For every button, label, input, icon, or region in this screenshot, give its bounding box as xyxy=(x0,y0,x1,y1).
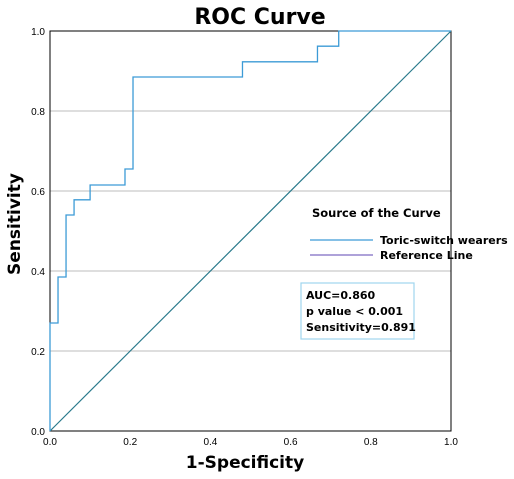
auc-text: AUC=0.860 xyxy=(306,289,376,302)
roc-curve-line xyxy=(49,30,451,431)
chart-title: ROC Curve xyxy=(194,5,325,30)
y-tick-labels: 0.0 0.2 0.4 0.6 0.8 1.0 xyxy=(31,27,45,438)
x-tick-label: 0.2 xyxy=(123,437,137,448)
y-tick-label: 0.0 xyxy=(31,427,45,438)
legend: Source of the Curve Toric-switch wearers… xyxy=(310,206,508,262)
gridlines xyxy=(50,110,451,352)
x-tick-label: 0.0 xyxy=(43,437,57,448)
plot-area-border xyxy=(49,30,452,432)
legend-title: Source of the Curve xyxy=(312,206,441,220)
x-tick-label: 0.8 xyxy=(364,437,378,448)
x-axis-label: 1-Specificity xyxy=(186,453,304,473)
x-tick-labels: 0.0 0.2 0.4 0.6 0.8 1.0 xyxy=(43,437,458,448)
y-axis-label: Sensitivity xyxy=(5,173,25,275)
stats-box xyxy=(300,282,415,340)
sensitivity-text: Sensitivity=0.891 xyxy=(306,321,416,334)
y-tick-label: 1.0 xyxy=(31,27,45,38)
reference-line xyxy=(49,30,452,432)
y-tick-label: 0.4 xyxy=(31,267,45,278)
legend-label-roc: Toric-switch wearers xyxy=(380,234,508,247)
y-tick-label: 0.2 xyxy=(31,347,45,358)
y-tick-label: 0.8 xyxy=(31,107,45,118)
y-tick-label: 0.6 xyxy=(31,187,45,198)
p-value-text: p value < 0.001 xyxy=(306,305,403,318)
x-tick-label: 0.4 xyxy=(203,437,217,448)
legend-label-reference: Reference Line xyxy=(380,249,473,262)
x-tick-label: 0.6 xyxy=(284,437,298,448)
stats-annotation: AUC=0.860 p value < 0.001 Sensitivity=0.… xyxy=(300,282,416,340)
x-tick-label: 1.0 xyxy=(444,437,458,448)
